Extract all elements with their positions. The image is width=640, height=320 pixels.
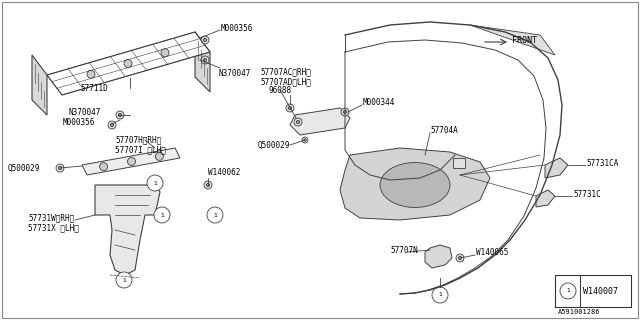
Text: W140007: W140007 — [583, 286, 618, 295]
Text: 57707AD〈LH〉: 57707AD〈LH〉 — [260, 77, 311, 86]
Circle shape — [432, 287, 448, 303]
Circle shape — [127, 157, 136, 165]
Text: 1: 1 — [438, 292, 442, 298]
Circle shape — [341, 108, 349, 116]
Bar — [555, 275, 631, 307]
Text: M000344: M000344 — [363, 98, 396, 107]
Circle shape — [108, 121, 116, 129]
Text: 57731C: 57731C — [573, 189, 601, 198]
Circle shape — [116, 272, 132, 288]
Text: N370047: N370047 — [68, 108, 100, 116]
Text: 57707N: 57707N — [390, 245, 418, 254]
Text: M000356: M000356 — [221, 23, 253, 33]
Circle shape — [161, 49, 169, 57]
Text: A591001286: A591001286 — [558, 309, 600, 315]
Text: 1: 1 — [213, 212, 217, 218]
Polygon shape — [425, 245, 452, 268]
Text: 1: 1 — [122, 277, 126, 283]
Circle shape — [302, 137, 308, 143]
Text: 57731X 〈LH〉: 57731X 〈LH〉 — [28, 223, 79, 233]
Text: 57731CA: 57731CA — [586, 158, 618, 167]
Circle shape — [207, 183, 210, 187]
Circle shape — [296, 120, 300, 124]
Text: 57707H〈RH〉: 57707H〈RH〉 — [115, 135, 161, 145]
Circle shape — [124, 60, 132, 68]
Circle shape — [116, 111, 124, 119]
Bar — [453, 158, 465, 168]
Circle shape — [111, 124, 114, 127]
Circle shape — [58, 166, 61, 170]
Circle shape — [87, 70, 95, 78]
Circle shape — [286, 104, 294, 112]
Text: 96088: 96088 — [268, 85, 291, 94]
Text: W140062: W140062 — [208, 167, 241, 177]
Circle shape — [201, 56, 209, 64]
Circle shape — [289, 107, 292, 110]
Polygon shape — [545, 158, 568, 178]
Circle shape — [118, 113, 122, 116]
Text: 57731W〈RH〉: 57731W〈RH〉 — [28, 213, 74, 222]
Polygon shape — [290, 108, 350, 135]
Polygon shape — [340, 148, 490, 220]
Text: Q500029: Q500029 — [258, 140, 291, 149]
Text: Q500029: Q500029 — [8, 164, 40, 172]
Polygon shape — [470, 25, 555, 55]
Polygon shape — [82, 148, 180, 175]
Polygon shape — [195, 32, 210, 92]
Text: 57711D: 57711D — [80, 84, 108, 92]
Text: 57704A: 57704A — [430, 125, 458, 134]
Circle shape — [294, 118, 302, 126]
Circle shape — [56, 164, 64, 172]
Text: 57707AC〈RH〉: 57707AC〈RH〉 — [260, 68, 311, 76]
Text: 1: 1 — [566, 289, 570, 293]
Circle shape — [100, 163, 108, 171]
Circle shape — [344, 110, 347, 114]
Circle shape — [456, 254, 464, 262]
Circle shape — [204, 38, 207, 42]
Polygon shape — [47, 32, 210, 95]
Circle shape — [204, 59, 207, 62]
Ellipse shape — [380, 163, 450, 207]
Text: 1: 1 — [160, 212, 164, 218]
Circle shape — [147, 175, 163, 191]
Text: N370047: N370047 — [218, 68, 250, 77]
Circle shape — [204, 181, 212, 189]
Circle shape — [560, 283, 576, 299]
Circle shape — [458, 256, 461, 260]
Text: M000356: M000356 — [63, 117, 95, 126]
Circle shape — [156, 152, 163, 160]
Circle shape — [207, 207, 223, 223]
Polygon shape — [95, 185, 160, 275]
Text: FRONT: FRONT — [512, 36, 537, 44]
Text: 57707I 〈LH〉: 57707I 〈LH〉 — [115, 146, 166, 155]
Text: W140065: W140065 — [476, 247, 508, 257]
Polygon shape — [536, 190, 555, 207]
Circle shape — [304, 139, 306, 141]
Polygon shape — [32, 55, 47, 115]
Text: 1: 1 — [153, 180, 157, 186]
Circle shape — [201, 36, 209, 44]
Circle shape — [154, 207, 170, 223]
